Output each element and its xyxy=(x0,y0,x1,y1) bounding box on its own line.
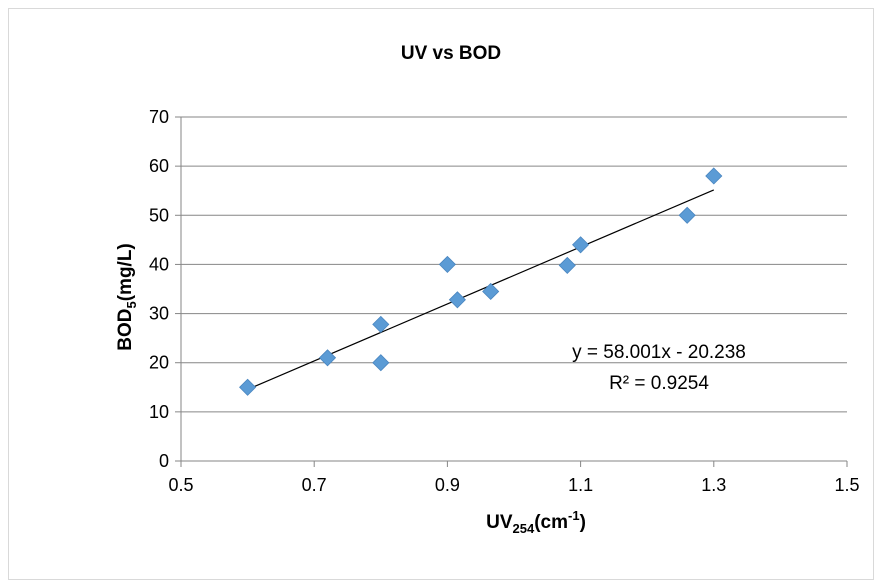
data-point-1 xyxy=(318,349,337,367)
data-point-10 xyxy=(705,167,723,185)
data-point-2 xyxy=(372,315,390,333)
y-axis-title-main: BOD xyxy=(115,309,136,351)
data-point-5 xyxy=(448,291,466,309)
data-points xyxy=(239,167,723,396)
y-tick-label-5: 50 xyxy=(149,205,169,225)
tick-labels: 0.5 0.7 0.9 1.1 1.3 1.5 0 10 20 30 40 50 60 70 xyxy=(149,107,860,495)
y-tick-label-0: 0 xyxy=(159,451,169,471)
x-axis-title-main: UV xyxy=(486,512,513,533)
x-axis-title-end: ) xyxy=(580,512,586,533)
x-axis-title-rest: (cm xyxy=(534,512,568,533)
chart-title: UV vs BOD xyxy=(401,43,501,64)
x-tick-label-2: 0.9 xyxy=(435,475,460,495)
x-tick-label-5: 1.5 xyxy=(834,475,859,495)
y-axis-title-sub: 5 xyxy=(124,301,139,308)
trendline-equation: y = 58.001x - 20.238 xyxy=(572,342,746,363)
x-tick-label-1: 0.7 xyxy=(302,475,327,495)
y-tick-label-2: 20 xyxy=(149,353,169,373)
y-tick-label-6: 60 xyxy=(149,156,169,176)
data-point-3 xyxy=(372,354,390,372)
x-tick-label-0: 0.5 xyxy=(168,475,193,495)
x-axis-title-sup: -1 xyxy=(568,508,580,523)
trendline-r-squared: R² = 0.9254 xyxy=(609,373,709,394)
x-tick-label-3: 1.1 xyxy=(568,475,593,495)
y-tick-label-7: 70 xyxy=(149,107,169,127)
gridlines xyxy=(181,116,847,413)
data-point-8 xyxy=(572,236,590,254)
x-tick-label-4: 1.3 xyxy=(701,475,726,495)
data-point-7 xyxy=(558,256,576,274)
data-point-0 xyxy=(239,378,257,396)
data-point-6 xyxy=(482,282,500,301)
y-tick-label-3: 30 xyxy=(149,304,169,324)
y-tick-label-1: 10 xyxy=(149,402,169,422)
scatter-chart: 0.5 0.7 0.9 1.1 1.3 1.5 0 10 20 30 40 50 60 70 UV vs … xyxy=(115,43,860,536)
y-axis-title-rest: (mg/L) xyxy=(115,243,136,301)
chart-frame: 0.5 0.7 0.9 1.1 1.3 1.5 0 10 20 30 40 50 60 70 UV vs … xyxy=(8,8,874,580)
x-axis-title: UV254(cm-1) xyxy=(486,508,586,536)
data-point-4 xyxy=(438,255,456,273)
data-point-9 xyxy=(678,206,696,224)
x-axis-title-sub: 254 xyxy=(513,521,535,536)
axes xyxy=(175,116,848,467)
y-axis-title: BOD5(mg/L) xyxy=(115,243,139,351)
y-tick-label-4: 40 xyxy=(149,254,169,274)
